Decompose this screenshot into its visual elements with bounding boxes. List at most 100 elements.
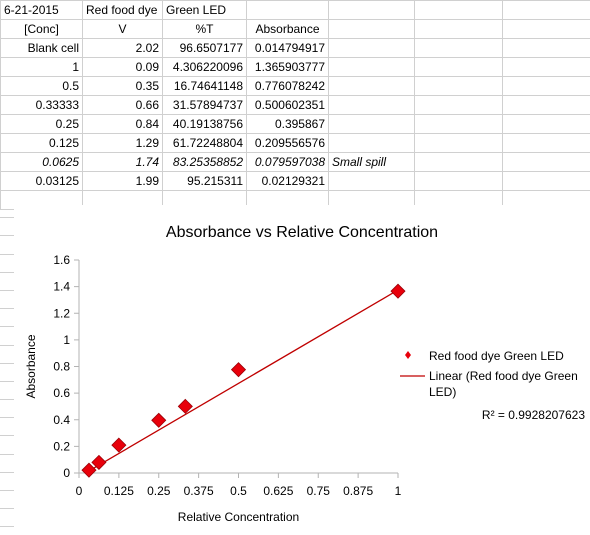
column-header-row: [Conc] V %T Absorbance: [0, 19, 590, 39]
absorbance-cell[interactable]: 0.209556576: [246, 133, 329, 153]
transmittance-cell[interactable]: 96.6507177: [162, 38, 247, 58]
y-tick-label: 0.2: [53, 439, 70, 453]
conc-cell[interactable]: 0.33333: [0, 95, 83, 115]
voltage-cell[interactable]: 0.35: [82, 76, 163, 96]
absorbance-cell[interactable]: 0.395867: [246, 114, 329, 134]
note-cell[interactable]: [328, 95, 415, 115]
date-cell[interactable]: 6-21-2015: [0, 0, 83, 20]
absorbance-cell[interactable]: 0.079597038: [246, 152, 329, 172]
conc-cell[interactable]: 1: [0, 57, 83, 77]
empty-cell[interactable]: [414, 0, 503, 20]
empty-cell[interactable]: [502, 19, 590, 39]
x-axis-label: Relative Concentration: [178, 510, 299, 524]
absorbance-cell[interactable]: 0.02129321: [246, 171, 329, 191]
data-point: [81, 462, 97, 478]
empty-cell[interactable]: [414, 95, 503, 115]
absorbance-cell[interactable]: 0.014794917: [246, 38, 329, 58]
empty-cell[interactable]: [502, 76, 590, 96]
conc-cell[interactable]: 0.125: [0, 133, 83, 153]
column-header-conc[interactable]: [Conc]: [0, 19, 83, 39]
empty-cell[interactable]: [502, 0, 590, 20]
legend-label-points: Red food dye Green LED: [429, 349, 564, 363]
empty-cell[interactable]: [414, 171, 503, 191]
note-cell[interactable]: [328, 57, 415, 77]
x-tick-label: 0: [76, 484, 83, 498]
empty-cell[interactable]: [414, 114, 503, 134]
data-point: [177, 398, 193, 414]
empty-cell[interactable]: [502, 57, 590, 77]
empty-cell[interactable]: [502, 95, 590, 115]
table-row: 0.33333 0.66 31.57894737 0.500602351: [0, 95, 590, 115]
empty-cell[interactable]: [328, 19, 415, 39]
empty-cell[interactable]: [414, 133, 503, 153]
empty-cell[interactable]: [328, 0, 415, 20]
y-tick-label: 1.4: [53, 280, 70, 294]
table-row: Blank cell 2.02 96.6507177 0.014794917: [0, 38, 590, 58]
y-tick-label: 0.4: [53, 413, 70, 427]
note-cell[interactable]: [328, 76, 415, 96]
conc-cell[interactable]: 0.25: [0, 114, 83, 134]
data-point: [230, 362, 247, 378]
x-tick-label: 0.75: [307, 484, 331, 498]
table-row: 0.0625 1.74 83.25358852 0.079597038 Small sp…: [0, 152, 590, 172]
voltage-cell[interactable]: 1.99: [82, 171, 163, 191]
transmittance-cell[interactable]: 40.19138756: [162, 114, 247, 134]
empty-cell[interactable]: [502, 133, 590, 153]
note-cell[interactable]: [328, 38, 415, 58]
absorbance-cell[interactable]: 1.365903777: [246, 57, 329, 77]
voltage-cell[interactable]: 1.29: [82, 133, 163, 153]
data-grid: 6-21-2015 Red food dye Green LED [Conc] V %T A…: [0, 0, 590, 210]
empty-cell[interactable]: [414, 57, 503, 77]
voltage-cell[interactable]: 2.02: [82, 38, 163, 58]
transmittance-cell[interactable]: 83.25358852: [162, 152, 247, 172]
y-tick-label: 1.2: [53, 306, 70, 320]
conc-cell[interactable]: 0.0625: [0, 152, 83, 172]
dye-cell[interactable]: Red food dye: [82, 0, 163, 20]
transmittance-cell[interactable]: 4.306220096: [162, 57, 247, 77]
table-row: 0.25 0.84 40.19138756 0.395867: [0, 114, 590, 134]
column-header-absorbance[interactable]: Absorbance: [246, 19, 329, 39]
transmittance-cell[interactable]: 95.215311: [162, 171, 247, 191]
empty-cell[interactable]: [502, 38, 590, 58]
note-cell[interactable]: [328, 171, 415, 191]
transmittance-cell[interactable]: 31.57894737: [162, 95, 247, 115]
empty-cell[interactable]: [502, 114, 590, 134]
empty-cell[interactable]: [414, 38, 503, 58]
transmittance-cell[interactable]: 16.74641148: [162, 76, 247, 96]
y-axis-label: Absorbance: [24, 334, 38, 398]
empty-cell[interactable]: [502, 171, 590, 191]
note-cell[interactable]: [328, 114, 415, 134]
empty-cell[interactable]: [414, 76, 503, 96]
y-tick-label: 1: [63, 333, 70, 347]
x-tick-label: 0.125: [104, 484, 134, 498]
table-row: 1 0.09 4.306220096 1.365903777: [0, 57, 590, 77]
absorbance-cell[interactable]: 0.776078242: [246, 76, 329, 96]
conc-cell[interactable]: 0.5: [0, 76, 83, 96]
voltage-cell[interactable]: 0.84: [82, 114, 163, 134]
table-row: 0.03125 1.99 95.215311 0.02129321: [0, 171, 590, 191]
column-header-v[interactable]: V: [82, 19, 163, 39]
x-tick-label: 0.625: [263, 484, 293, 498]
empty-cell[interactable]: [414, 19, 503, 39]
empty-cell[interactable]: [502, 152, 590, 172]
voltage-cell[interactable]: 0.66: [82, 95, 163, 115]
x-tick-label: 0.25: [147, 484, 171, 498]
column-header-transmittance[interactable]: %T: [162, 19, 247, 39]
note-cell[interactable]: [328, 133, 415, 153]
empty-cell[interactable]: [246, 0, 329, 20]
voltage-cell[interactable]: 0.09: [82, 57, 163, 77]
data-point: [111, 437, 127, 453]
led-cell[interactable]: Green LED: [162, 0, 247, 20]
data-point: [390, 283, 406, 299]
conc-cell[interactable]: Blank cell: [0, 38, 83, 58]
conc-cell[interactable]: 0.03125: [0, 171, 83, 191]
absorbance-chart[interactable]: Absorbance vs Relative Concentration 0 0.2…: [14, 205, 590, 535]
voltage-cell[interactable]: 1.74: [82, 152, 163, 172]
note-cell[interactable]: Small spill: [328, 152, 415, 172]
empty-cell[interactable]: [414, 152, 503, 172]
absorbance-cell[interactable]: 0.500602351: [246, 95, 329, 115]
x-tick-label: 0.875: [343, 484, 373, 498]
transmittance-cell[interactable]: 61.72248804: [162, 133, 247, 153]
data-point: [91, 454, 107, 470]
